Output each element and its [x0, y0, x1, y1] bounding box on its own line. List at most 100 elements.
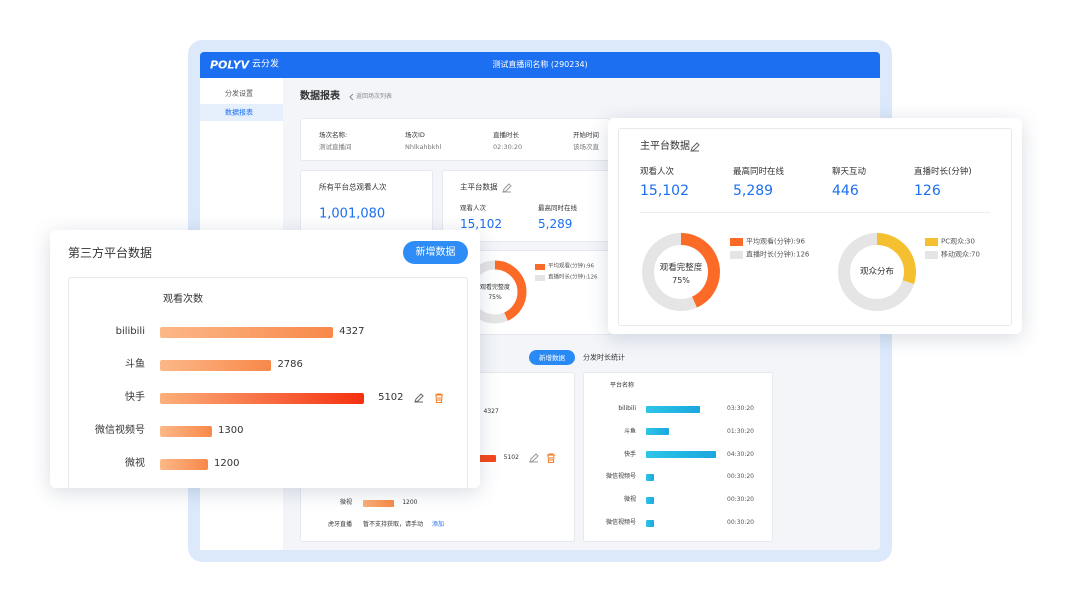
window-title: 测试直播间名称 (290234) [492, 60, 588, 69]
legend-label: 平均观看(分钟): [746, 237, 796, 246]
duration-value: 00:30:20 [727, 519, 754, 526]
row-label: 快手 [623, 450, 636, 458]
legend-value: 30 [966, 237, 975, 246]
bar-value: 4327 [339, 326, 365, 337]
bar-value: 5102 [503, 454, 519, 461]
logo: POLYV [210, 58, 250, 72]
card-title: 主平台数据 [460, 182, 498, 192]
duration-bar [646, 451, 716, 459]
legend-value: 126 [796, 250, 810, 259]
bar-value: 1300 [218, 425, 244, 436]
popup-title: 第三方平台数据 [68, 246, 153, 260]
donut-center-label: 观看完整度 [479, 284, 511, 291]
row-label: 微信视频号 [95, 425, 145, 436]
add-link[interactable]: 添加 [432, 521, 445, 528]
page-title: 数据报表 [300, 91, 340, 102]
legend-swatch [535, 264, 545, 270]
bar [160, 392, 365, 404]
back-link[interactable]: 返回场次列表 [356, 93, 393, 100]
total-value: 1,001,080 [319, 206, 386, 222]
info-label: 场次ID [405, 130, 425, 139]
sidebar-item[interactable]: 数据报表 [225, 108, 253, 117]
back-icon [349, 93, 354, 101]
duration-value: 00:30:20 [727, 496, 754, 504]
stat-value: 5,289 [733, 183, 774, 199]
duration-bar [646, 405, 701, 413]
info-value: 02:30:20 [493, 142, 523, 151]
donut-center-label: 观看完整度 [659, 262, 703, 273]
duration-value: 03:30:20 [727, 405, 754, 412]
delete-icon [435, 393, 444, 403]
legend-label: 直播时长(分钟): [746, 250, 796, 259]
stat-label: 最高同时在线 [538, 203, 577, 212]
edit-icon [502, 183, 512, 193]
legend-value: 126 [587, 274, 598, 281]
bar-value: 5102 [378, 392, 404, 403]
sidebar-active [200, 104, 283, 121]
views-chart-card [68, 277, 468, 488]
stat-value: 5,289 [538, 217, 573, 231]
button-label[interactable]: 新增数据 [415, 246, 456, 258]
main-platform-card [618, 128, 1012, 326]
donut-chart [838, 233, 916, 311]
info-card [300, 118, 610, 161]
stat-label: 观看人次 [460, 203, 486, 212]
main-platform-popup [608, 118, 1022, 334]
total-label: 所有平台总观看人次 [319, 182, 387, 192]
edit-icon-shape [502, 183, 512, 193]
bar [160, 425, 212, 437]
row-label: 斗鱼 [125, 359, 145, 370]
info-value: Nhlkahbkhl [405, 142, 442, 151]
info-value: 该场次直 [573, 142, 599, 151]
chart-title: 观看次数 [163, 294, 203, 305]
donut-center-value: 75% [672, 276, 690, 285]
row-label: bilibili [115, 326, 145, 337]
duration-bar [646, 473, 654, 481]
column-header: 平台名称 [610, 382, 635, 389]
stat-label: 直播时长(分钟) [914, 166, 972, 177]
edit-icon-shape [528, 453, 539, 463]
duration-value: 04:30:20 [727, 450, 754, 458]
stat-label: 聊天互动 [832, 166, 867, 177]
edit-icon [414, 393, 424, 403]
info-label: 开始时间 [573, 130, 599, 139]
info-label: 直播时长 [493, 130, 519, 139]
stat-value: 15,102 [460, 217, 502, 231]
add-button[interactable] [403, 241, 468, 264]
row-label: 微信视频号 [605, 473, 636, 481]
row-label: 快手 [125, 392, 145, 403]
divider [640, 212, 990, 213]
top-bar [200, 52, 880, 78]
stat-label: 观看人次 [640, 166, 675, 177]
button-label[interactable]: 新增数据 [539, 353, 565, 362]
row-label: 微视 [339, 499, 352, 506]
legend-label: 直播时长(分钟): [548, 274, 588, 281]
delete-icon [546, 453, 555, 463]
popup-title: 主平台数据 [640, 141, 690, 152]
duration-bar [646, 496, 654, 504]
tab: 分发时长统计 [583, 353, 625, 361]
legend-value: 70 [971, 250, 980, 259]
duration-bar [646, 428, 670, 436]
delete-icon-shape [546, 453, 555, 463]
info-value: 测试直播间 [319, 142, 352, 151]
donut-center-label: 观众分布 [859, 266, 895, 277]
bar [160, 326, 334, 338]
add-button-bg[interactable] [529, 350, 575, 365]
row-label: bilibili [618, 405, 636, 412]
row-label: 微信视频号 [605, 519, 636, 526]
row-label: 虎牙直播 [327, 521, 352, 528]
bar-value: 1200 [214, 458, 240, 469]
stat-value: 15,102 [640, 183, 689, 199]
bar [363, 499, 395, 507]
note: 暂不支持获取，请手动 [363, 521, 424, 528]
duration-value: 01:30:20 [727, 427, 754, 435]
sidebar-item[interactable]: 分发设置 [225, 89, 253, 98]
info-label: 场次名称: [319, 130, 348, 139]
legend-swatch [925, 251, 938, 259]
row-label: 斗鱼 [623, 427, 636, 435]
bar [160, 359, 272, 371]
stat-value: 126 [914, 183, 941, 199]
donut-center-value: 75% [488, 294, 502, 301]
row-label: 微视 [623, 496, 636, 504]
